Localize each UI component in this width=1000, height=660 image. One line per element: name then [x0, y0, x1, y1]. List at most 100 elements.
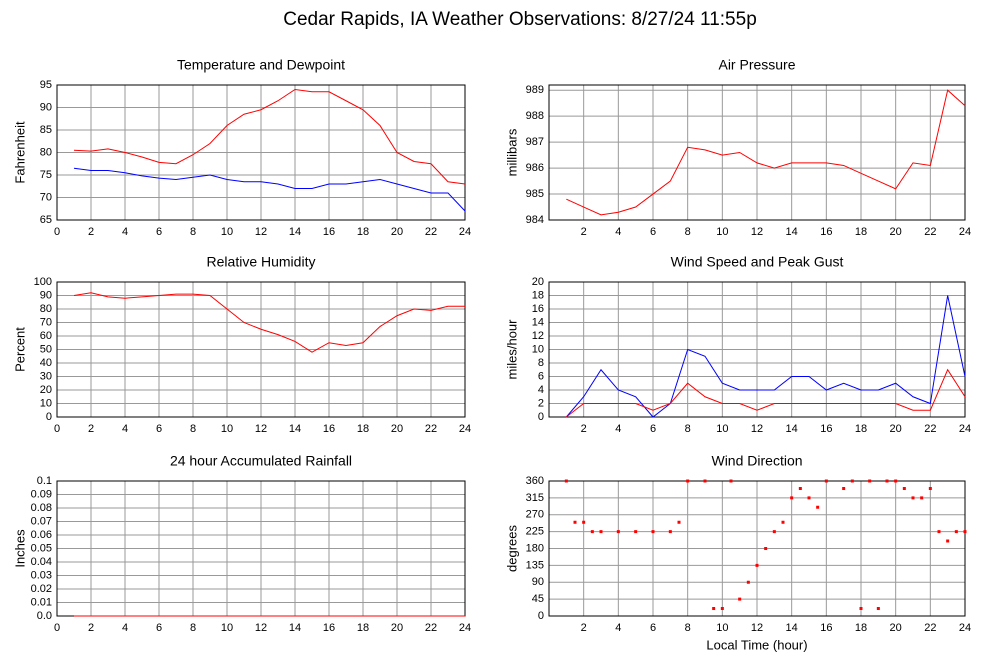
data-line	[73, 167, 466, 212]
data-point	[573, 520, 577, 524]
data-point	[616, 530, 620, 534]
y-tick-label: 360	[526, 475, 544, 487]
y-tick-label: 85	[40, 124, 52, 136]
data-point	[868, 479, 872, 483]
x-tick-label: 18	[855, 226, 867, 238]
y-tick-label: 135	[526, 559, 544, 571]
x-tick-label: 14	[786, 226, 798, 238]
data-point	[798, 487, 802, 490]
y-tick-label: 45	[532, 593, 544, 605]
x-axis-label: Local Time (hour)	[706, 637, 807, 652]
x-tick-label: 16	[323, 622, 335, 634]
y-tick-label: 80	[40, 303, 52, 315]
data-point	[712, 607, 716, 610]
x-tick-label: 10	[716, 226, 728, 238]
data-point	[651, 530, 655, 534]
data-point	[590, 530, 594, 534]
x-tick-label: 10	[221, 423, 233, 435]
y-axis-label: miles/hour	[504, 319, 519, 380]
x-tick-label: 16	[323, 423, 335, 435]
data-point	[937, 530, 941, 534]
y-tick-label: 70	[40, 191, 52, 203]
data-point	[738, 597, 742, 601]
y-tick-label: 16	[532, 303, 544, 315]
data-point	[764, 547, 768, 550]
x-tick-label: 18	[357, 226, 369, 238]
y-tick-label: 6	[538, 370, 544, 382]
x-tick-label: 2	[581, 423, 587, 435]
x-tick-label: 0	[54, 226, 60, 238]
x-tick-label: 20	[890, 423, 902, 435]
data-point	[885, 479, 889, 483]
y-tick-label: 95	[40, 79, 52, 91]
y-tick-label: 20	[532, 276, 544, 288]
chart-title: 24 hour Accumulated Rainfall	[170, 453, 352, 469]
x-tick-label: 12	[751, 423, 763, 435]
x-tick-label: 12	[255, 226, 267, 238]
x-tick-label: 18	[855, 622, 867, 634]
chart-title: Relative Humidity	[207, 254, 316, 270]
data-point	[755, 563, 759, 567]
x-tick-label: 2	[581, 226, 587, 238]
chart-title: Wind Direction	[711, 453, 802, 469]
plot-frame	[548, 281, 966, 418]
data-point	[729, 479, 733, 483]
y-tick-label: 0	[538, 610, 544, 622]
x-tick-label: 20	[890, 226, 902, 238]
y-tick-label: 0.03	[31, 569, 52, 581]
data-point	[963, 530, 967, 534]
y-tick-label: 988	[526, 110, 544, 122]
x-tick-label: 24	[959, 423, 971, 435]
x-tick-label: 8	[685, 423, 691, 435]
y-axis-label: Fahrenheit	[12, 121, 27, 184]
y-tick-label: 0.1	[37, 475, 52, 487]
chart-title: Temperature and Dewpoint	[177, 57, 345, 73]
y-tick-label: 65	[40, 214, 52, 226]
y-tick-label: 989	[526, 84, 544, 96]
data-point	[677, 520, 681, 524]
x-tick-label: 20	[391, 423, 403, 435]
x-tick-label: 24	[459, 423, 471, 435]
x-tick-label: 20	[391, 226, 403, 238]
y-tick-label: 0.07	[31, 515, 52, 527]
data-point	[824, 479, 828, 483]
x-tick-label: 4	[615, 622, 621, 634]
x-tick-label: 16	[820, 226, 832, 238]
y-tick-label: 0.01	[31, 596, 52, 608]
data-point	[954, 530, 958, 534]
data-point	[807, 496, 811, 500]
x-tick-label: 12	[255, 622, 267, 634]
y-tick-label: 0.02	[31, 583, 52, 595]
y-axis-label: millibars	[504, 128, 519, 176]
x-tick-label: 2	[581, 622, 587, 634]
y-tick-label: 10	[40, 397, 52, 409]
y-tick-label: 90	[40, 289, 52, 301]
data-point	[564, 479, 568, 483]
x-tick-label: 22	[924, 423, 936, 435]
y-tick-label: 90	[40, 101, 52, 113]
data-point	[686, 479, 690, 483]
y-tick-label: 4	[538, 384, 544, 396]
y-tick-label: 10	[532, 343, 544, 355]
data-point	[816, 505, 820, 509]
y-tick-label: 985	[526, 188, 544, 200]
x-tick-label: 6	[156, 622, 162, 634]
x-tick-label: 6	[156, 423, 162, 435]
y-axis-label: Percent	[12, 327, 27, 372]
x-tick-label: 24	[459, 622, 471, 634]
data-point	[920, 496, 924, 500]
x-tick-label: 10	[716, 423, 728, 435]
y-tick-label: 986	[526, 162, 544, 174]
x-tick-label: 20	[391, 622, 403, 634]
x-tick-label: 8	[685, 226, 691, 238]
y-tick-label: 225	[526, 526, 544, 538]
plot-frame	[548, 480, 966, 617]
y-tick-label: 100	[34, 276, 52, 288]
x-tick-label: 14	[289, 423, 301, 435]
y-tick-label: 20	[40, 384, 52, 396]
x-tick-label: 8	[190, 226, 196, 238]
y-tick-label: 984	[526, 214, 544, 226]
x-tick-label: 6	[156, 226, 162, 238]
y-tick-label: 0.04	[31, 556, 52, 568]
